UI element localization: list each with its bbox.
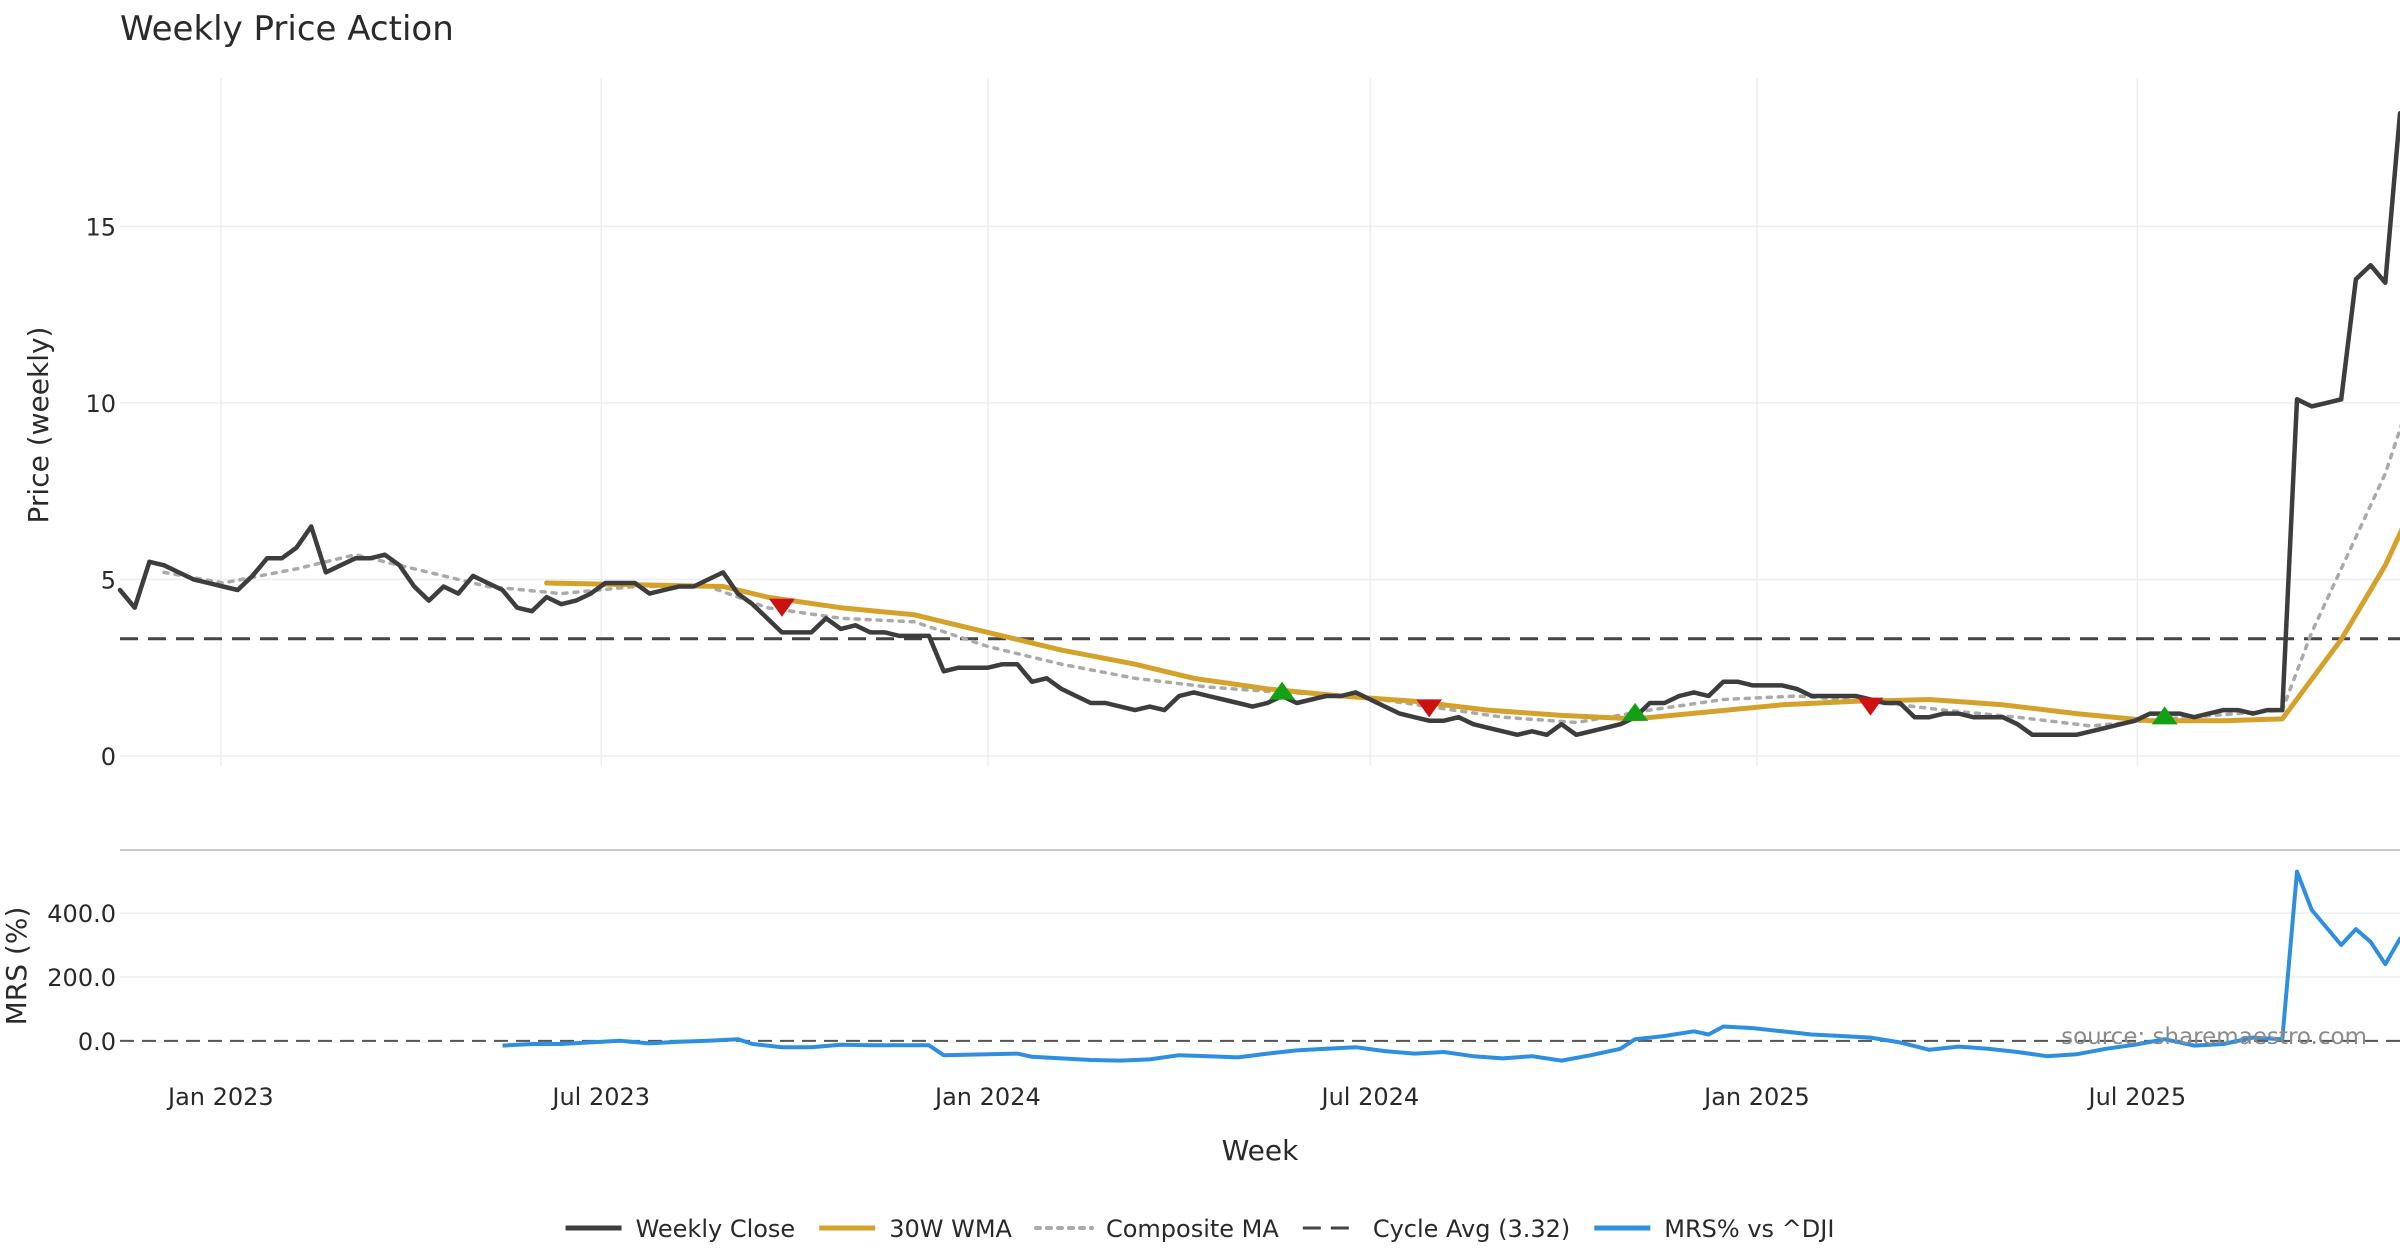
legend-label-0: Weekly Close — [636, 1215, 796, 1243]
legend-label-3: Cycle Avg (3.32) — [1373, 1215, 1570, 1243]
mrs-y-axis-label: MRS (%) — [0, 907, 33, 1026]
y-axis-ticks: 0 5 10 15 0.0 200.0 400.0 — [47, 213, 116, 1056]
x-axis-label: Week — [1222, 1134, 1299, 1167]
price-ytick-2: 10 — [85, 390, 116, 418]
x-tick-3: Jul 2024 — [1319, 1083, 1419, 1111]
price-y-axis-label: Price (weekly) — [22, 327, 55, 524]
mrs-line — [502, 869, 2400, 1063]
sell-signal-marker-4 — [1857, 697, 1884, 716]
buy-signal-marker-5 — [2151, 706, 2178, 725]
composite-ma-line — [162, 423, 2400, 728]
legend-label-4: MRS% vs ^DJI — [1664, 1215, 1834, 1243]
x-tick-4: Jan 2025 — [1702, 1083, 1810, 1111]
mrs-ytick-2: 400.0 — [47, 900, 116, 928]
legend-label-2: Composite MA — [1106, 1215, 1279, 1243]
price-grid — [120, 78, 2400, 766]
mrs-ytick-0: 0.0 — [78, 1028, 116, 1056]
x-axis-ticks: Jan 2023 Jul 2023 Jan 2024 Jul 2024 Jan 2025… — [166, 1083, 2186, 1111]
sell-signal-marker-2 — [1416, 699, 1443, 718]
x-tick-2: Jan 2024 — [933, 1083, 1041, 1111]
sell-signal-marker-0 — [768, 598, 795, 617]
mrs-grid — [120, 912, 2400, 978]
legend-label-1: 30W WMA — [889, 1215, 1012, 1243]
mrs-series-group — [120, 869, 2400, 1063]
buy-signal-marker-1 — [1269, 681, 1296, 700]
mrs-ytick-1: 200.0 — [47, 964, 116, 992]
price-ytick-1: 5 — [101, 566, 116, 594]
x-tick-1: Jul 2023 — [550, 1083, 650, 1111]
price-series-group — [117, 111, 2400, 738]
price-ytick-3: 15 — [85, 213, 116, 241]
source-note: source: sharemaestro.com — [2061, 1024, 2367, 1050]
signal-markers — [768, 598, 2178, 725]
x-tick-5: Jul 2025 — [2086, 1083, 2186, 1111]
wma-30w-line — [544, 527, 2400, 724]
weekly-close-line — [117, 111, 2400, 738]
price-ytick-0: 0 — [101, 743, 116, 771]
chart-legend: Weekly Close 30W WMA Composite MA Cycle Avg… — [565, 1215, 1834, 1243]
buy-signal-marker-3 — [1622, 702, 1649, 721]
chart-title: Weekly Price Action — [120, 9, 454, 49]
x-tick-0: Jan 2023 — [166, 1083, 274, 1111]
